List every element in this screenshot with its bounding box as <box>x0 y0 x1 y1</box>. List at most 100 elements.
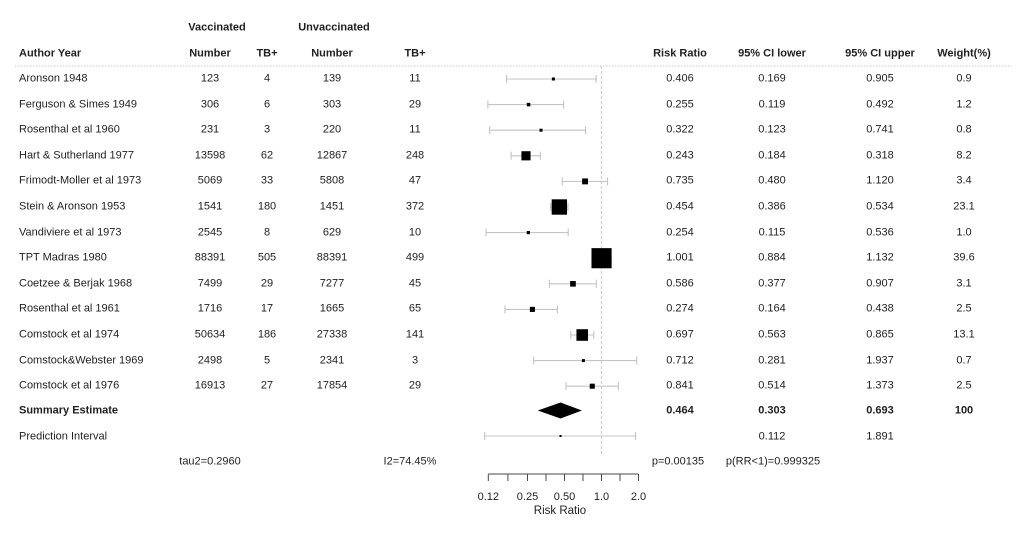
vacc-number-cell: 123 <box>200 72 220 85</box>
author-cell: Rosenthal et al 1961 <box>19 302 120 315</box>
vacc-number-cell: 2498 <box>197 354 223 367</box>
weight-cell: 2.5 <box>956 302 972 315</box>
weight-cell: 1.0 <box>956 226 972 239</box>
ci-upper-cell: 0.536 <box>866 226 894 239</box>
vacc-tb-cell: 29 <box>260 277 274 290</box>
summary-diamond <box>537 402 582 419</box>
weight-header: Weight(%) <box>937 47 991 60</box>
weight-cell: 3.4 <box>956 174 972 187</box>
ci-upper-cell: 1.132 <box>866 251 894 264</box>
study-square <box>591 248 612 269</box>
x-axis-tick-label: 0.12 <box>478 491 499 503</box>
unvacc-number-cell: 17854 <box>316 379 348 392</box>
ci-upper-cell: 0.492 <box>866 98 894 111</box>
vacc-number-cell: 88391 <box>194 251 226 264</box>
unvacc-number-cell: 1665 <box>319 302 345 315</box>
unvacc-tb-cell: 47 <box>408 174 422 187</box>
vacc-number-cell: 50634 <box>194 328 226 341</box>
vacc-number-cell: 1716 <box>197 302 223 315</box>
unvacc-tb-cell: 11 <box>409 123 421 136</box>
author-cell: Hart & Sutherland 1977 <box>19 149 134 162</box>
ci-upper-cell: 1.120 <box>866 174 894 187</box>
ci-upper-cell: 0.438 <box>866 302 894 315</box>
unvacc-tb-cell: 11 <box>409 72 421 85</box>
weight-cell: 0.9 <box>956 72 972 85</box>
unvacc-number-cell: 303 <box>322 98 342 111</box>
risk-ratio-cell: 0.406 <box>666 72 694 85</box>
vacc-tb-cell: 8 <box>263 226 271 239</box>
ci-lower-cell: 0.119 <box>758 98 786 111</box>
unvacc-tb-cell: 499 <box>405 251 425 264</box>
vacc-tb-cell: 27 <box>260 379 274 392</box>
ci-upper-cell: 0.905 <box>866 72 894 85</box>
summary-weight-value: 100 <box>954 404 974 417</box>
vacc-tb-cell: 3 <box>263 123 271 136</box>
unvacc-tb-cell: 10 <box>408 226 422 239</box>
author-cell: Frimodt-Moller et al 1973 <box>19 174 142 187</box>
author-cell: Coetzee & Berjak 1968 <box>19 277 133 290</box>
vacc-number-cell: 306 <box>200 98 220 111</box>
vacc-number-cell: 7499 <box>197 277 223 290</box>
vacc-number-cell: 13598 <box>194 149 226 162</box>
study-square <box>551 199 568 215</box>
unvacc-tb-cell: 3 <box>411 354 419 367</box>
study-square <box>570 280 576 287</box>
risk-ratio-cell: 0.255 <box>666 98 694 111</box>
author-cell: Comstock et al 1974 <box>19 328 120 341</box>
unvacc-tb-cell: 45 <box>408 277 422 290</box>
x-axis-tick-label: 1.0 <box>594 491 609 503</box>
vacc-tb-cell: 505 <box>257 251 277 264</box>
vacc-tb-cell: 62 <box>260 149 274 162</box>
ci-lower-cell: 0.115 <box>758 226 786 239</box>
vacc-number-cell: 2545 <box>197 226 223 239</box>
author-cell: Ferguson & Simes 1949 <box>19 98 138 111</box>
x-axis-title: Risk Ratio <box>534 505 586 517</box>
unvacc-tb-cell: 65 <box>408 302 422 315</box>
risk-ratio-cell: 0.454 <box>666 200 694 213</box>
author-cell: Aronson 1948 <box>19 72 88 85</box>
author-year-header: Author Year <box>19 47 82 60</box>
weight-cell: 0.7 <box>956 354 972 367</box>
ci-lower-cell: 0.884 <box>758 251 786 264</box>
ci-lower-cell: 0.386 <box>758 200 786 213</box>
risk-ratio-cell: 0.322 <box>666 123 694 136</box>
risk-ratio-cell: 0.254 <box>666 226 694 239</box>
vacc-tb-cell: 17 <box>260 302 274 315</box>
unvacc-tb-cell: 29 <box>408 379 422 392</box>
unvacc-number-cell: 139 <box>322 72 342 85</box>
unvacc-number-cell: 7277 <box>319 277 345 290</box>
weight-cell: 23.1 <box>953 200 975 213</box>
prediction-row-label: Prediction Interval <box>19 430 108 443</box>
vacc-number-cell: 5069 <box>197 174 223 187</box>
unvacc-number-cell: 1451 <box>319 200 345 213</box>
risk-ratio-cell: 0.735 <box>666 174 694 187</box>
author-cell: Vandiviere et al 1973 <box>19 226 122 239</box>
prediction-ci-lower-value: 0.112 <box>758 430 786 443</box>
risk-ratio-header: Risk Ratio <box>653 47 707 60</box>
ci-lower-cell: 0.169 <box>758 72 786 85</box>
weight-cell: 13.1 <box>953 328 975 341</box>
unvacc-tb-cell: 29 <box>408 98 422 111</box>
ci-upper-cell: 0.741 <box>866 123 894 136</box>
unvacc-tb-cell: 141 <box>405 328 425 341</box>
weight-cell: 0.8 <box>956 123 972 136</box>
vacc-tb-cell: 4 <box>263 72 271 85</box>
weight-cell: 39.6 <box>953 251 975 264</box>
study-square <box>539 128 543 132</box>
x-axis-tick-label: 0.50 <box>554 491 575 503</box>
summary-row-label: Summary Estimate <box>19 404 119 417</box>
study-square <box>582 178 589 185</box>
summary-rr-value: 0.464 <box>666 404 694 417</box>
risk-ratio-cell: 0.243 <box>666 149 694 162</box>
study-square <box>529 306 535 312</box>
ci-lower-cell: 0.514 <box>758 379 786 392</box>
risk-ratio-cell: 1.001 <box>666 251 694 264</box>
unvacc-number-cell: 220 <box>322 123 342 136</box>
vacc-number-cell: 16913 <box>194 379 226 392</box>
unvacc-number-cell: 88391 <box>316 251 348 264</box>
unvacc-number-header: Number <box>311 47 353 60</box>
unvacc-tb-cell: 248 <box>405 149 425 162</box>
weight-cell: 1.2 <box>956 98 972 111</box>
